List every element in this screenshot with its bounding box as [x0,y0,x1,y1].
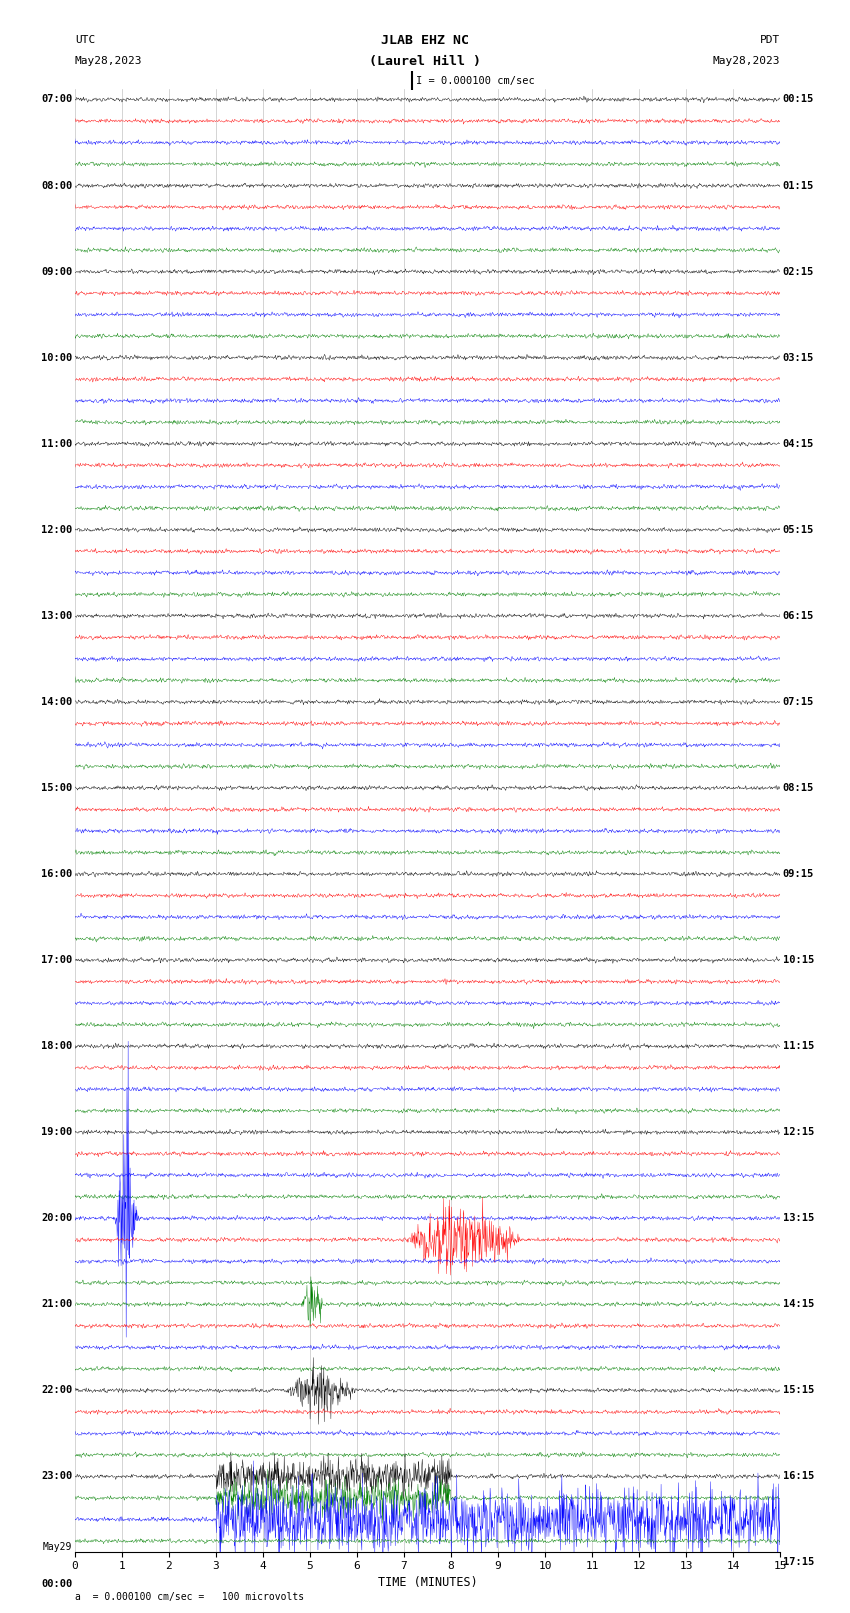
Text: 16:15: 16:15 [783,1471,814,1481]
Text: 15:00: 15:00 [41,782,72,794]
Text: 21:00: 21:00 [41,1300,72,1310]
Text: I = 0.000100 cm/sec: I = 0.000100 cm/sec [416,76,536,85]
Text: UTC: UTC [75,35,95,45]
Text: 13:00: 13:00 [41,611,72,621]
Text: May29: May29 [42,1542,72,1552]
Text: 11:15: 11:15 [783,1040,814,1052]
Text: (Laurel Hill ): (Laurel Hill ) [369,55,481,68]
Text: 01:15: 01:15 [783,181,814,190]
Text: 11:00: 11:00 [41,439,72,448]
Text: 05:15: 05:15 [783,524,814,536]
Text: 07:15: 07:15 [783,697,814,706]
Text: 17:15: 17:15 [783,1558,814,1568]
Text: 00:15: 00:15 [783,95,814,105]
Text: JLAB EHZ NC: JLAB EHZ NC [381,34,469,47]
Text: 19:00: 19:00 [41,1127,72,1137]
Text: 17:00: 17:00 [41,955,72,965]
Text: a  = 0.000100 cm/sec =   100 microvolts: a = 0.000100 cm/sec = 100 microvolts [75,1592,304,1602]
Text: 13:15: 13:15 [783,1213,814,1223]
Text: 10:00: 10:00 [41,353,72,363]
Text: May28,2023: May28,2023 [75,56,142,66]
Text: 09:15: 09:15 [783,869,814,879]
Text: 02:15: 02:15 [783,266,814,276]
Text: 08:00: 08:00 [41,181,72,190]
Text: PDT: PDT [760,35,780,45]
Text: 06:15: 06:15 [783,611,814,621]
Text: 15:15: 15:15 [783,1386,814,1395]
Text: 09:00: 09:00 [41,266,72,276]
Text: 14:15: 14:15 [783,1300,814,1310]
Text: 22:00: 22:00 [41,1386,72,1395]
Text: 12:15: 12:15 [783,1127,814,1137]
Text: 12:00: 12:00 [41,524,72,536]
Text: May28,2023: May28,2023 [713,56,780,66]
Text: 10:15: 10:15 [783,955,814,965]
Text: 14:00: 14:00 [41,697,72,706]
Text: 20:00: 20:00 [41,1213,72,1223]
Text: 04:15: 04:15 [783,439,814,448]
X-axis label: TIME (MINUTES): TIME (MINUTES) [377,1576,478,1589]
Text: 07:00: 07:00 [41,95,72,105]
Text: 23:00: 23:00 [41,1471,72,1481]
Text: 18:00: 18:00 [41,1040,72,1052]
Text: 03:15: 03:15 [783,353,814,363]
Text: 16:00: 16:00 [41,869,72,879]
Text: 08:15: 08:15 [783,782,814,794]
Text: 00:00: 00:00 [41,1579,72,1589]
